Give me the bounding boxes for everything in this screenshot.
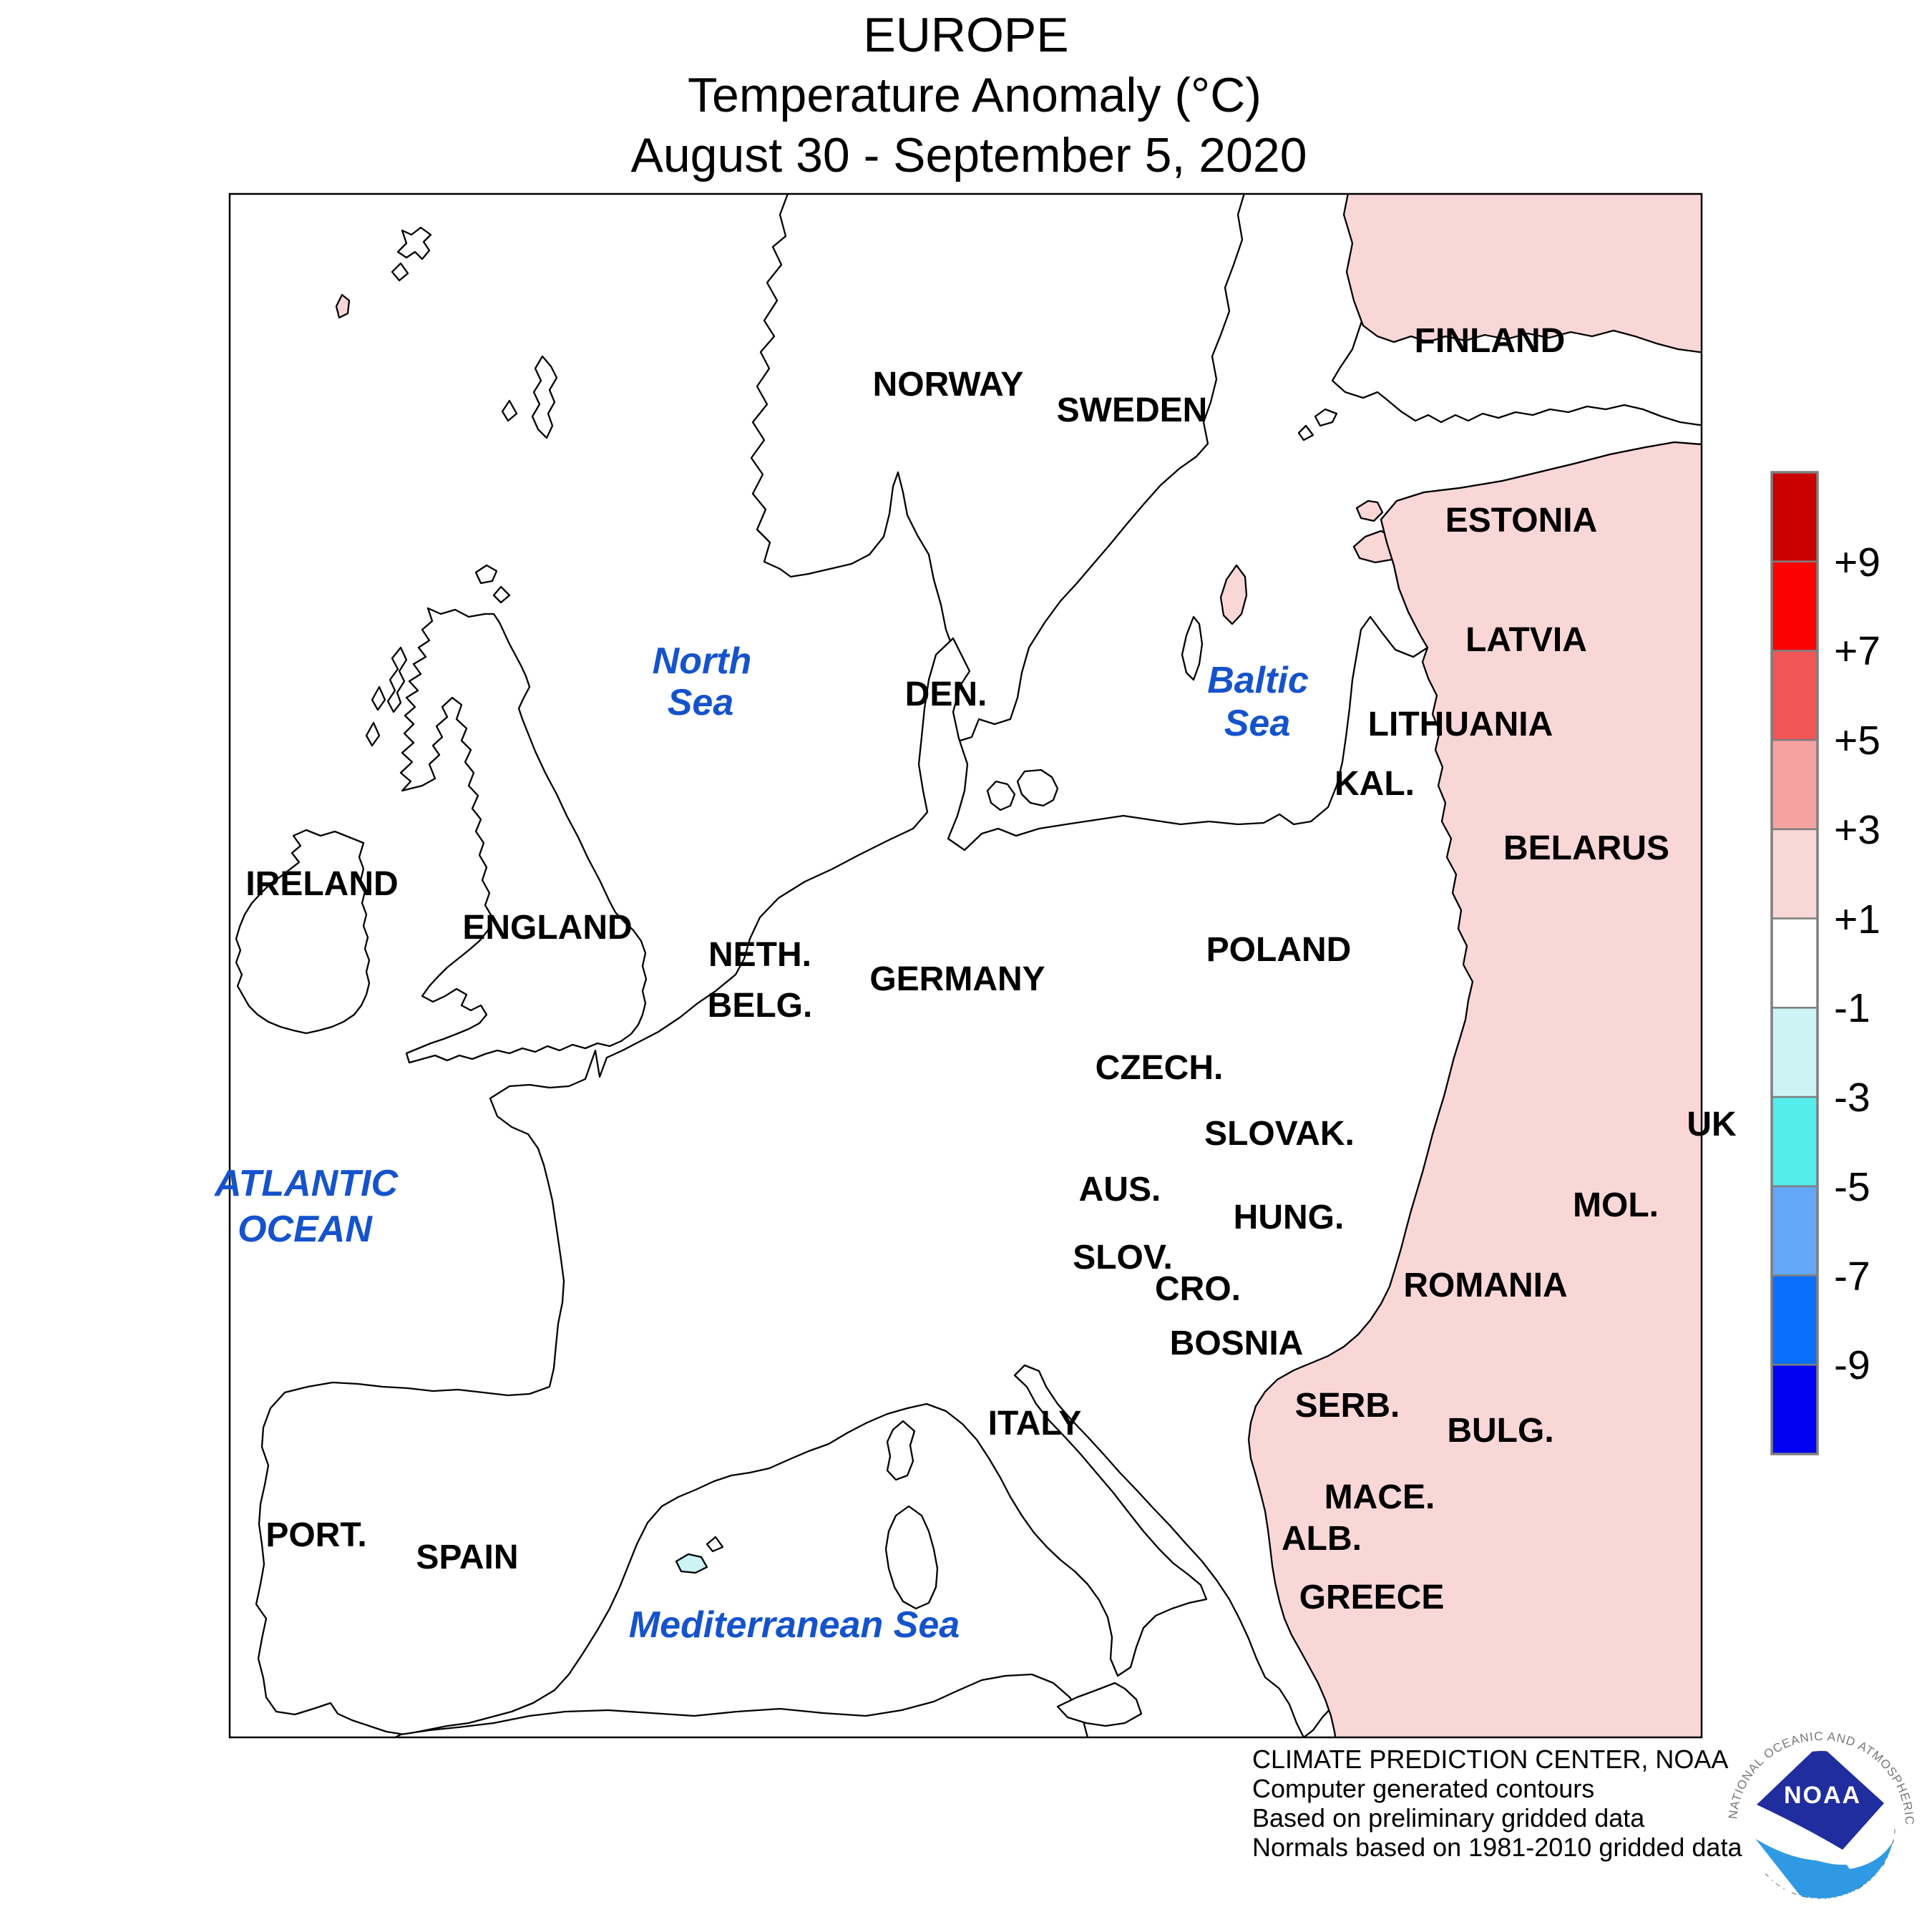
svg-text:+1: +1 (1834, 897, 1880, 942)
svg-text:-5: -5 (1834, 1164, 1870, 1210)
svg-text:NORWAY: NORWAY (873, 366, 1024, 404)
svg-text:ROMANIA: ROMANIA (1403, 1267, 1567, 1304)
svg-text:NETH.: NETH. (708, 936, 811, 974)
svg-text:AUS.: AUS. (1079, 1171, 1161, 1209)
svg-text:PORT.: PORT. (265, 1516, 366, 1554)
svg-text:SLOV.: SLOV. (1073, 1239, 1173, 1277)
svg-text:ESTONIA: ESTONIA (1445, 502, 1597, 540)
svg-text:MACE.: MACE. (1324, 1478, 1435, 1516)
svg-text:+3: +3 (1834, 807, 1880, 853)
svg-text:ALB.: ALB. (1282, 1520, 1362, 1558)
svg-text:+5: +5 (1834, 718, 1880, 763)
svg-text:Sea: Sea (1224, 703, 1291, 744)
svg-text:BOSNIA: BOSNIA (1170, 1324, 1304, 1362)
svg-text:IRELAND: IRELAND (245, 865, 398, 903)
svg-text:-7: -7 (1834, 1254, 1870, 1299)
svg-text:Based on preliminary gridded d: Based on preliminary gridded data (1252, 1803, 1645, 1833)
svg-text:OCEAN: OCEAN (238, 1209, 373, 1250)
svg-text:BELG.: BELG. (708, 987, 813, 1025)
svg-text:CRO.: CRO. (1155, 1270, 1241, 1308)
svg-text:SWEDEN: SWEDEN (1057, 391, 1208, 429)
svg-text:ATLANTIC: ATLANTIC (213, 1163, 399, 1204)
svg-text:-1: -1 (1834, 985, 1870, 1031)
svg-text:BULG.: BULG. (1447, 1412, 1553, 1450)
svg-text:August 30 - September 5, 2020: August 30 - September 5, 2020 (630, 128, 1307, 182)
svg-text:North: North (653, 640, 752, 682)
svg-text:SLOVAK.: SLOVAK. (1204, 1115, 1355, 1153)
svg-text:+9: +9 (1834, 540, 1880, 585)
svg-text:-3: -3 (1834, 1075, 1870, 1121)
svg-text:Mediterranean Sea: Mediterranean Sea (629, 1604, 960, 1646)
svg-text:KAL.: KAL. (1335, 765, 1415, 803)
svg-text:NOAA: NOAA (1784, 1782, 1861, 1809)
svg-text:Sea: Sea (668, 682, 734, 723)
svg-text:ENGLAND: ENGLAND (462, 909, 632, 947)
svg-text:SERB.: SERB. (1295, 1387, 1400, 1425)
svg-text:POLAND: POLAND (1206, 931, 1352, 969)
svg-text:DEN.: DEN. (905, 675, 987, 713)
svg-text:LITHUANIA: LITHUANIA (1368, 706, 1553, 743)
svg-text:LATVIA: LATVIA (1465, 621, 1587, 659)
svg-text:GREECE: GREECE (1299, 1579, 1445, 1616)
svg-text:Normals based on 1981-2010 gri: Normals based on 1981-2010 gridded data (1252, 1833, 1742, 1862)
svg-text:-9: -9 (1834, 1342, 1870, 1388)
svg-text:FINLAND: FINLAND (1415, 322, 1566, 360)
svg-text:Temperature Anomaly (°C): Temperature Anomaly (°C) (688, 68, 1262, 122)
svg-text:+7: +7 (1834, 628, 1880, 674)
svg-text:Baltic: Baltic (1207, 660, 1309, 701)
svg-text:Computer generated contours: Computer generated contours (1252, 1774, 1594, 1803)
svg-text:SPAIN: SPAIN (416, 1538, 518, 1576)
svg-text:CZECH.: CZECH. (1096, 1049, 1224, 1087)
svg-text:CLIMATE PREDICTION CENTER, NOA: CLIMATE PREDICTION CENTER, NOAA (1252, 1745, 1728, 1774)
svg-text:GERMANY: GERMANY (869, 960, 1045, 998)
svg-text:MOL.: MOL. (1573, 1186, 1659, 1224)
svg-text:UK: UK (1687, 1106, 1737, 1143)
svg-text:ITALY: ITALY (988, 1405, 1082, 1443)
svg-text:EUROPE: EUROPE (863, 8, 1068, 62)
svg-text:BELARUS: BELARUS (1503, 829, 1669, 867)
svg-text:HUNG.: HUNG. (1234, 1199, 1345, 1236)
